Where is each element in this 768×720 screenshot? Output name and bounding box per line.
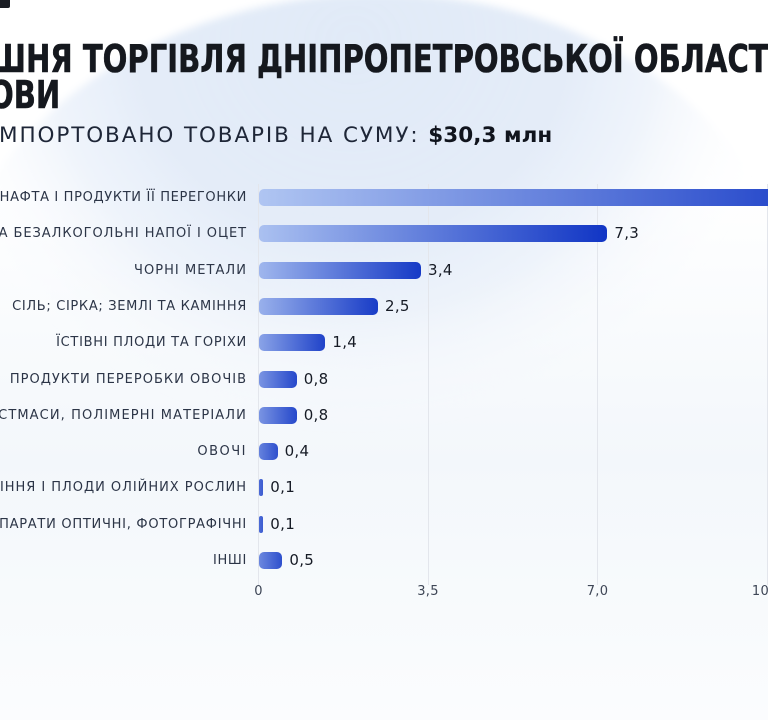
subtitle-amount: $30,3 млн — [428, 123, 553, 148]
x-tick-label: 10,5 — [751, 584, 768, 599]
category-label: ІННЯ І ПЛОДИ ОЛІЙНИХ РОСЛИН — [0, 480, 247, 496]
bar — [258, 515, 264, 533]
x-tick-label: 3,5 — [417, 584, 439, 599]
category-label: СТМАСИ, ПОЛІМЕРНІ МАТЕРІАЛИ — [0, 407, 247, 423]
subtitle: МПОРТОВАНО ТОВАРІВ НА СУМУ: $30,3 млн — [0, 123, 552, 148]
subtitle-prefix: МПОРТОВАНО ТОВАРІВ НА СУМУ: — [0, 123, 429, 148]
bar-value-label: 3,4 — [428, 260, 453, 279]
category-label: ЇСТІВНІ ПЛОДИ ТА ГОРІХИ — [56, 335, 247, 351]
bar-value-label: 2,5 — [385, 296, 410, 315]
category-label: ТА БЕЗАЛКОГОЛЬНІ НАПОЇ І ОЦЕТ — [0, 226, 247, 242]
bar — [258, 443, 278, 461]
bar-value-label: 0,8 — [303, 369, 329, 388]
bar-value-label: 0,1 — [270, 514, 296, 533]
x-tick-label: 0 — [254, 584, 263, 599]
bar-value-label: 0,1 — [270, 478, 296, 497]
bar-value-label: 0,8 — [303, 405, 329, 424]
bar-value-label: 0,5 — [289, 551, 315, 569]
bar-value-label: 7,3 — [614, 224, 640, 243]
category-label: ЧОРНІ МЕТАЛИ — [134, 262, 247, 278]
bar — [258, 225, 608, 243]
gridline-x-7,0 — [597, 184, 598, 585]
bar — [258, 370, 297, 388]
cropped-logo-fragment — [0, 0, 10, 8]
bar — [258, 406, 297, 424]
bar — [258, 261, 421, 279]
bar — [258, 189, 768, 206]
bar — [258, 297, 378, 315]
gridline-x-10,5 — [766, 184, 768, 585]
bar — [258, 552, 283, 569]
page-title-line1: ШНЯ ТОРГІВЛЯ ДНІПРОПЕТРОВСЬКОЇ ОБЛАСТІ — [0, 37, 768, 82]
bar-value-label: 0,4 — [284, 442, 310, 461]
category-label: ПАРАТИ ОПТИЧНІ, ФОТОГРАФІЧНІ — [0, 516, 247, 532]
bar-value-label: 1,4 — [332, 333, 358, 352]
category-label: СІЛЬ; СІРКА; ЗЕМЛІ ТА КАМІННЯ — [12, 298, 247, 314]
x-tick-label: 7,0 — [586, 584, 609, 599]
bar — [258, 479, 264, 497]
category-label: ПРОДУКТИ ПЕРЕРОБКИ ОВОЧІВ — [9, 371, 247, 387]
page-title-line2: ОВИ — [0, 72, 61, 118]
gridline-x-3,5 — [427, 184, 429, 585]
category-label: ОВОЧІ — [197, 444, 247, 460]
category-label: ІНШІ — [213, 553, 247, 568]
bar — [258, 334, 326, 352]
category-label: НАФТА І ПРОДУКТИ ЇЇ ПЕРЕГОНКИ — [0, 190, 247, 205]
